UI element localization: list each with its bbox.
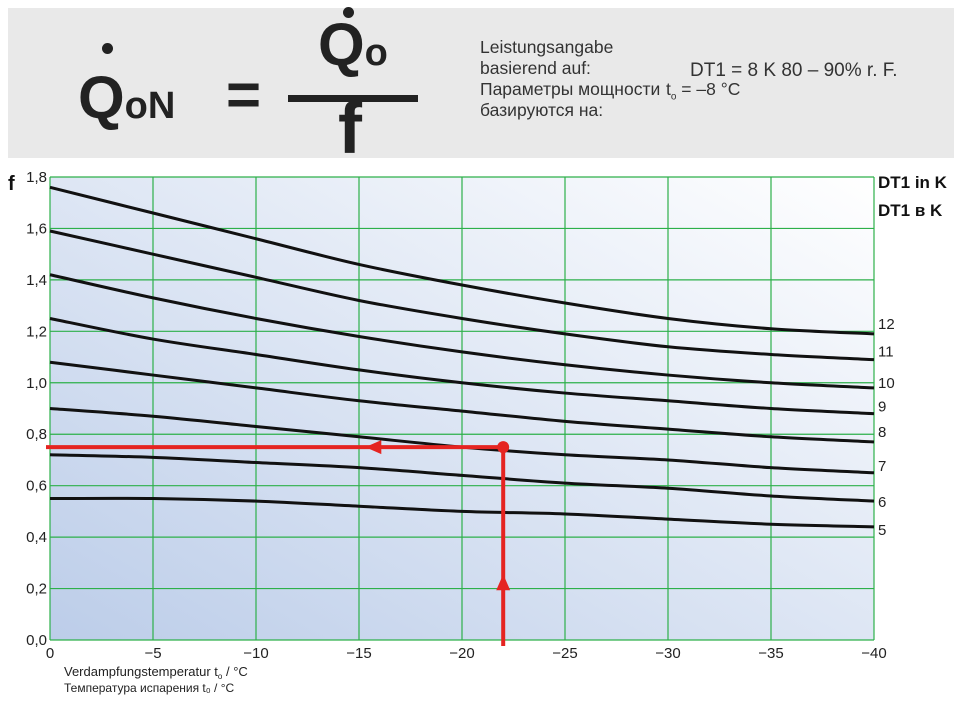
series-label-8: 8 xyxy=(878,424,886,441)
formula-lhs-dot xyxy=(102,43,113,54)
info-dt1-condition: DT1 = 8 K 80 – 90% r. F. xyxy=(690,60,898,81)
series-label-6: 6 xyxy=(878,494,886,511)
formula-lhs: QoN xyxy=(78,63,175,132)
y-tick-label: 0,8 xyxy=(26,426,47,443)
x-tick-label: 0 xyxy=(46,645,54,662)
y-axis-label: f xyxy=(8,173,15,195)
example-arrow-up xyxy=(496,574,511,591)
series-line-11 xyxy=(49,229,875,362)
y-tick-label: 1,2 xyxy=(26,323,47,340)
fraction-line xyxy=(288,95,418,102)
x-tick-label: −40 xyxy=(861,645,886,662)
info-t0-subscript: o xyxy=(670,91,677,103)
formula-numerator-symbol: Q xyxy=(318,11,365,78)
x-axis-label-ru: Температура испарения t₀ / °C xyxy=(64,681,235,695)
example-arrow-left xyxy=(365,440,382,455)
y-tick-label: 1,4 xyxy=(26,272,47,289)
formula-header: QoN = Qo f Leistungsangabe basierend auf… xyxy=(8,7,954,169)
formula-equals: = xyxy=(226,61,262,128)
info-t0: to = –8 °C xyxy=(666,79,740,108)
formula-numerator-dot xyxy=(343,7,354,18)
grid xyxy=(49,176,875,641)
info-line-1: Leistungsangabe xyxy=(480,37,614,57)
example-point xyxy=(497,441,510,454)
info-t0-prefix: t xyxy=(666,79,671,99)
formula-numerator-subscript: o xyxy=(364,32,388,74)
info-t0-value: = –8 °C xyxy=(676,79,741,99)
series-label-11: 11 xyxy=(878,344,894,361)
legend-title-ru: DT1 в K xyxy=(878,201,943,220)
x-tick-label: −10 xyxy=(243,645,268,662)
x-tick-label: −20 xyxy=(449,645,474,662)
y-tick-label: 1,8 xyxy=(26,169,47,186)
formula-denominator: f xyxy=(338,89,362,169)
tick-labels: 0 −5 −10 −15 −20 −25 −30 −35 −40 0,0 0,2 0,4 0,6 0,8 1… xyxy=(26,169,887,662)
x-tick-label: −35 xyxy=(758,645,783,662)
series-labels: 12 11 10 9 8 7 6 5 xyxy=(878,316,895,539)
series-label-9: 9 xyxy=(878,399,886,416)
series-label-7: 7 xyxy=(878,458,886,475)
x-tick-label: −30 xyxy=(655,645,680,662)
y-tick-label: 0,2 xyxy=(26,581,47,598)
x-axis-label-de: Verdampfungstemperatur to / °C xyxy=(64,664,248,681)
y-tick-label: 0,6 xyxy=(26,478,47,495)
series-label-12: 12 xyxy=(878,316,895,333)
y-tick-label: 0,0 xyxy=(26,632,47,649)
formula-lhs-symbol: Q xyxy=(78,64,125,131)
legend-title-de: DT1 in K xyxy=(878,173,948,192)
info-line-4: базируются на: xyxy=(480,100,604,120)
formula-lhs-subscript: oN xyxy=(124,85,176,127)
series-line-6 xyxy=(49,453,875,503)
x-tick-label: −25 xyxy=(552,645,577,662)
x-tick-label: −15 xyxy=(346,645,371,662)
x-tick-label: −5 xyxy=(144,645,161,662)
formula-numerator: Qo xyxy=(318,10,388,79)
series-label-5: 5 xyxy=(878,522,886,539)
info-line-3: Параметры мощности xyxy=(480,79,661,99)
series-label-10: 10 xyxy=(878,375,895,392)
y-tick-label: 1,0 xyxy=(26,375,47,392)
y-tick-label: 1,6 xyxy=(26,220,47,237)
series-line-5 xyxy=(49,496,875,529)
y-tick-label: 0,4 xyxy=(26,529,47,546)
series-line-10 xyxy=(49,273,875,390)
series-line-9 xyxy=(49,317,875,416)
series-line-12 xyxy=(49,185,875,336)
series-line-8 xyxy=(49,360,875,444)
chart: 0 −5 −10 −15 −20 −25 −30 −35 −40 0,0 0,2 0,4 0,6 0,8 1… xyxy=(8,169,948,695)
info-line-2: basierend auf: xyxy=(480,58,591,78)
example-marker xyxy=(46,440,511,646)
